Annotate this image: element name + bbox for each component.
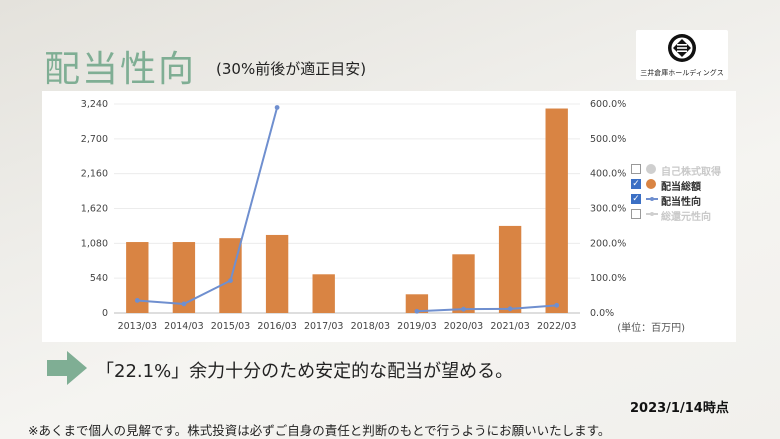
x-tick-label: 2020/03 [444,321,483,332]
checkbox-unchecked-icon[interactable] [631,209,641,219]
dividend-chart: 0 0.0% 540 100.0% 1,080 200.0% 1,620 300.0% 2,16… [81,99,685,334]
legend-label: 配当性向 [661,197,701,208]
page-subtitle: (30%前後が適正目安) [216,60,367,78]
logo-text: 三井倉庫ホールディングス [640,69,724,77]
y-right-tick-label: 300.0% [590,204,626,215]
y-right-tick-label: 100.0% [590,273,626,284]
ratio-line [137,107,279,305]
x-tick-label: 2014/03 [164,321,203,332]
legend-label: 総還元性向 [661,212,711,223]
bar [405,294,429,313]
y-left-tick-label: 1,620 [81,204,108,215]
bar [498,225,522,313]
y-right-tick-label: 400.0% [590,169,626,180]
y-right-tick-label: 200.0% [590,238,626,249]
x-tick-label: 2015/03 [211,321,250,332]
y-left-tick-label: 3,240 [81,99,108,110]
disclaimer: ※あくまで個人の見解です。株式投資は必ずご自身の責任と判断のもとで行うようにお願… [28,423,611,438]
legend-line-icon [646,209,658,219]
bar [312,274,335,313]
y-left-tick-label: 1,080 [81,238,108,249]
checkbox-checked-icon[interactable]: ✓ [631,179,641,189]
x-tick-label: 2016/03 [257,321,296,332]
bar [265,234,289,313]
x-tick-label: 2022/03 [537,321,576,332]
ratio-line [416,304,557,313]
page-title: 配当性向 [44,49,197,90]
y-left-tick-label: 0 [102,308,108,319]
unit-label: (単位：百万円) [617,321,685,334]
chart-panel: 0 0.0% 540 100.0% 1,080 200.0% 1,620 300.0% 2,16… [42,91,736,342]
x-tick-label: 2017/03 [304,321,343,332]
x-tick-label: 2021/03 [490,321,529,332]
x-tick-label: 2013/03 [118,321,157,332]
legend-label: 配当総額 [661,182,701,193]
bar [172,242,196,313]
checkbox-checked-icon[interactable]: ✓ [631,194,641,204]
bar [545,108,568,313]
y-left-tick-label: 2,700 [81,134,108,145]
legend-label: 自己株式取得 [661,167,721,178]
legend-dot-icon [646,164,656,174]
logo-mark-icon [668,34,696,62]
bar [452,254,475,313]
x-tick-label: 2019/03 [397,321,436,332]
checkbox-unchecked-icon[interactable] [631,164,641,174]
bar [126,242,149,313]
callout-text: 「22.1%」余力十分のため安定的な配当が望める。 [96,361,514,382]
y-left-tick-label: 2,160 [81,169,108,180]
arrow-right-icon [47,351,87,385]
y-right-tick-label: 500.0% [590,134,626,145]
y-right-tick-label: 600.0% [590,99,626,110]
y-left-tick-label: 540 [90,273,108,284]
company-logo: 三井倉庫ホールディングス [636,30,728,80]
legend-dot-icon [646,179,656,189]
as-of-date: 2023/1/14時点 [630,401,729,416]
x-tick-label: 2018/03 [351,321,390,332]
y-right-tick-label: 0.0% [590,308,614,319]
legend-line-icon [646,194,658,204]
